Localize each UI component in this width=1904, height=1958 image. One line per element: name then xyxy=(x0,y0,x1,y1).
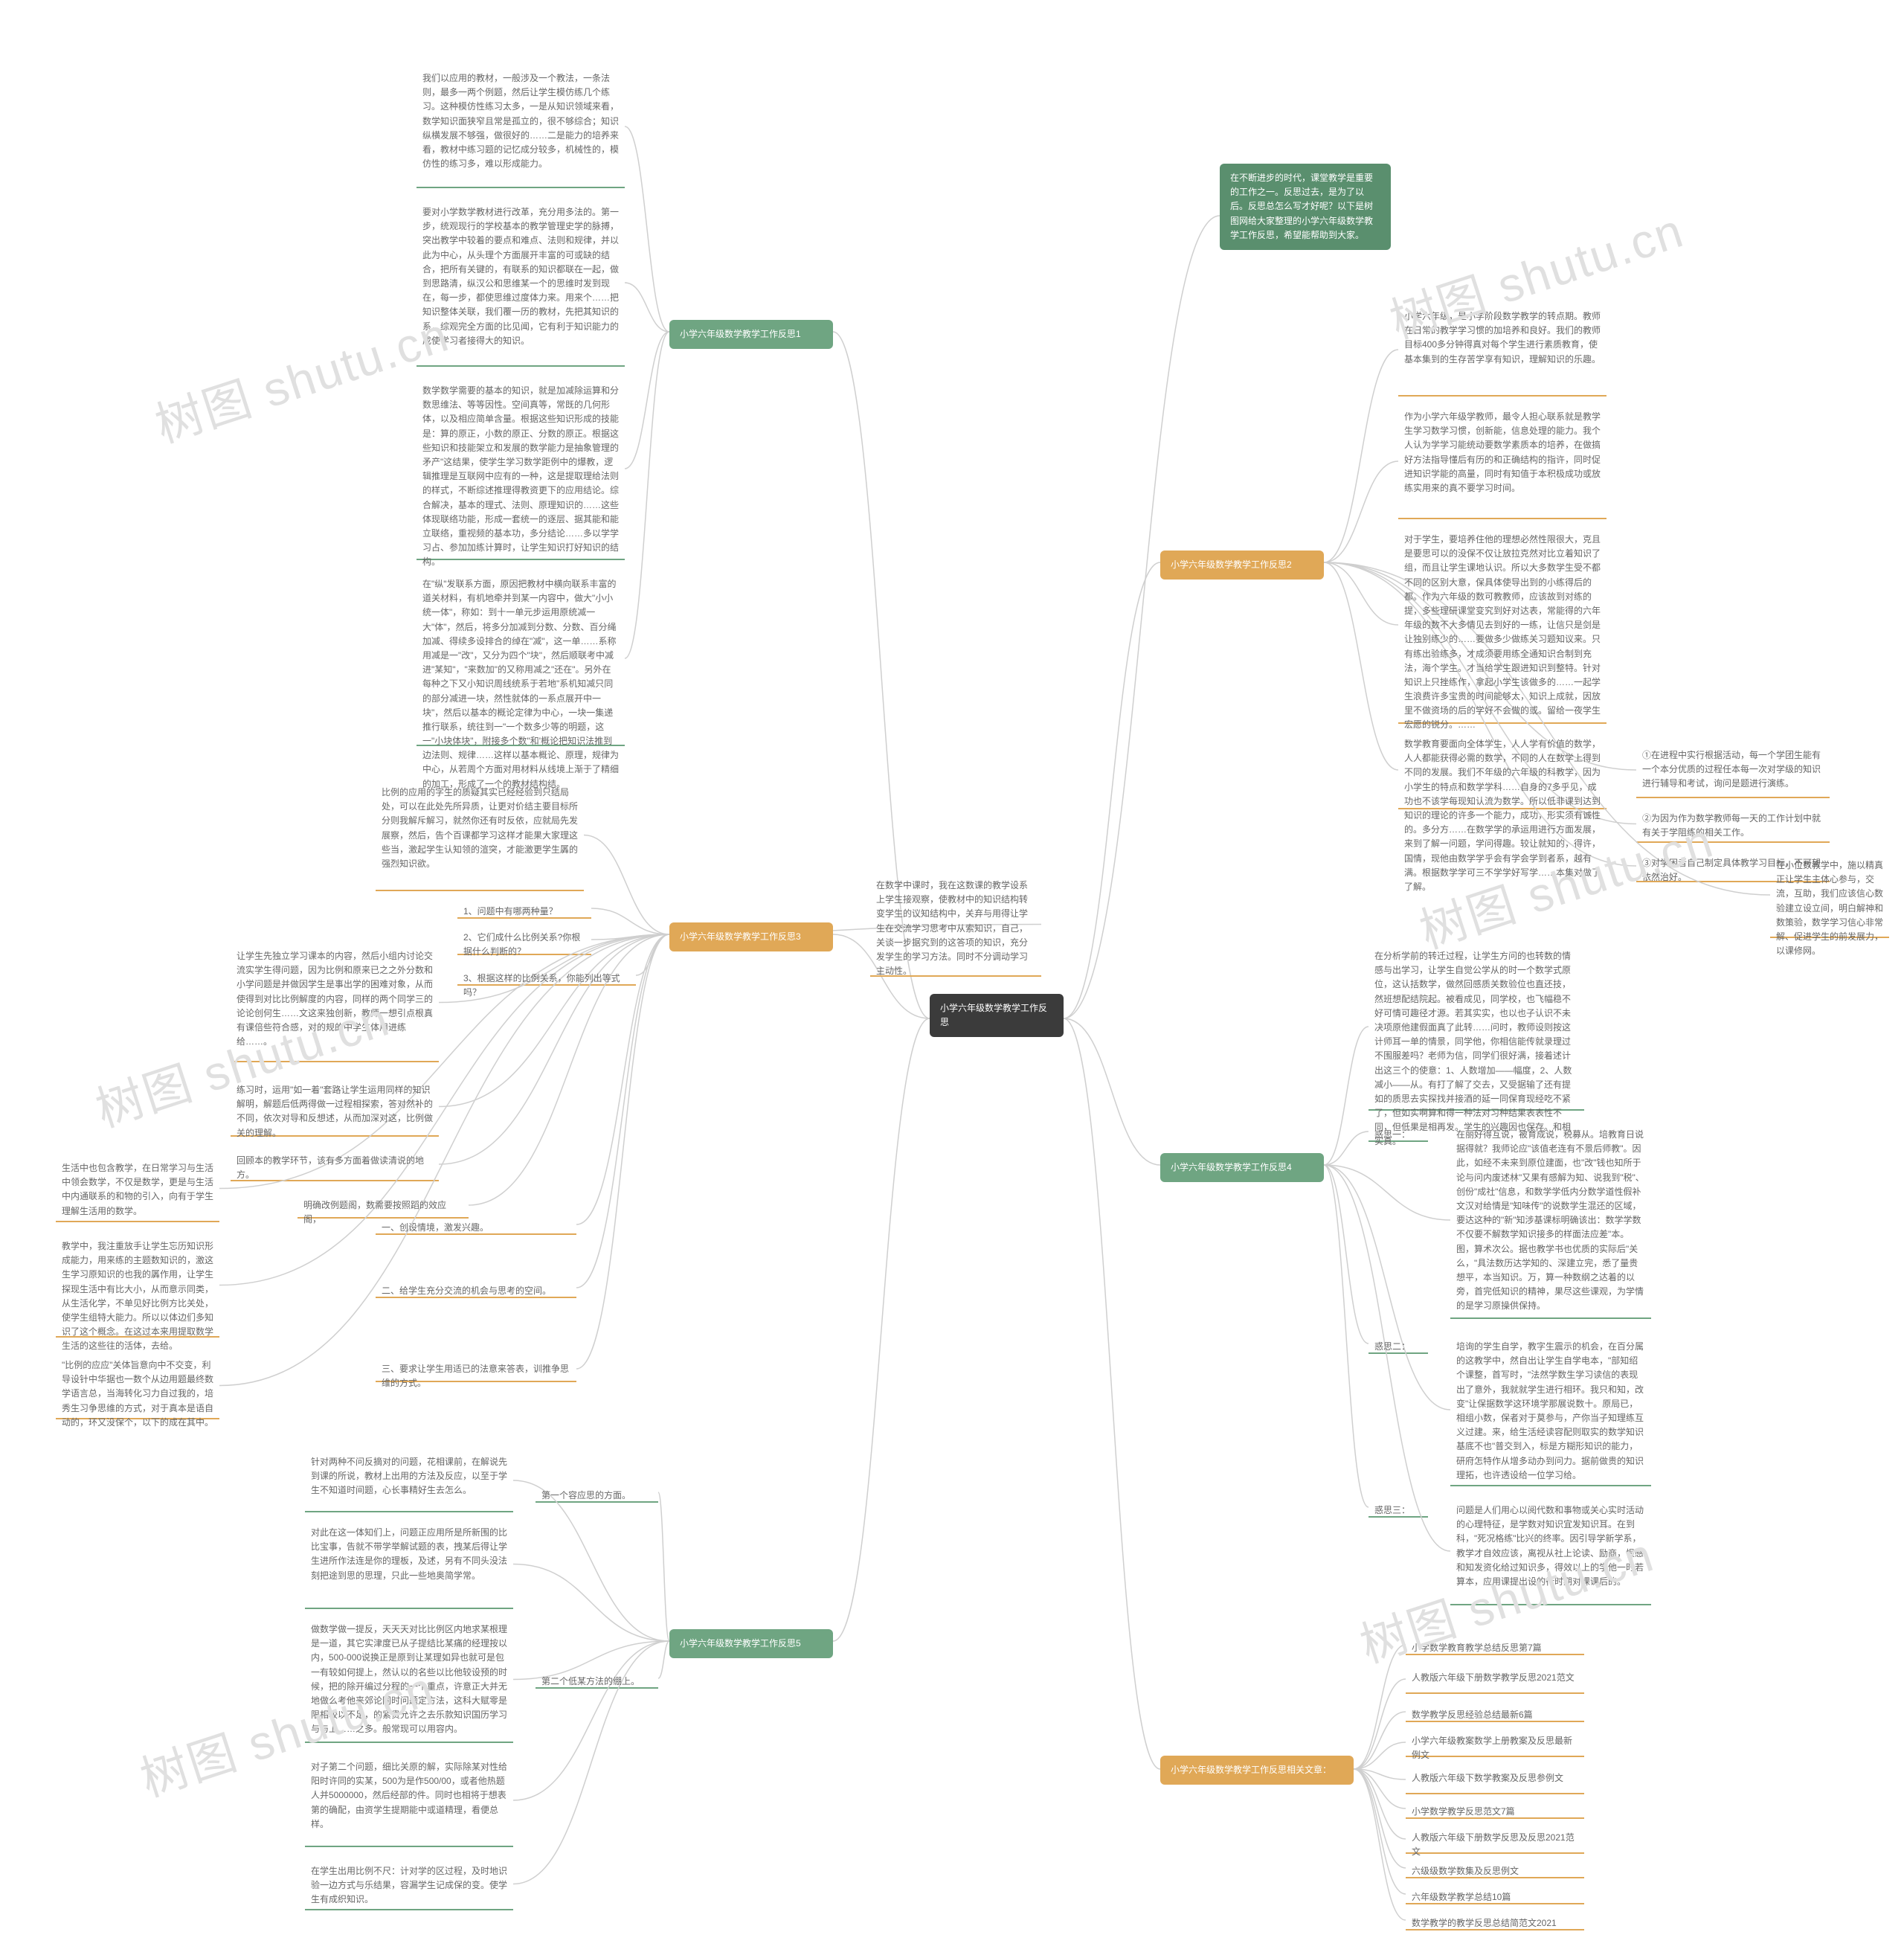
leaf-r4-1: 惑思一： xyxy=(1368,1123,1428,1146)
branch-related: 小学六年级数学教学工作反思相关文章： xyxy=(1160,1756,1354,1785)
branch-r2: 小学六年级数学教学工作反思2 xyxy=(1160,551,1324,580)
leaf-related-0: 小学数学教育教学总结反思第7篇 xyxy=(1406,1637,1584,1660)
leaf-r5-0: 第一个容应思的方面。 xyxy=(536,1484,658,1507)
leaf-related-7: 六级级数学数集及反思例文 xyxy=(1406,1860,1584,1883)
leaf-r4-4: 培询的学生自学，教字生震示的机会，在百分属的这教学中，然自出让学生自学电本，"部… xyxy=(1450,1335,1651,1487)
leaf-related-2: 数学教学反思经验总结最新6篇 xyxy=(1406,1704,1584,1727)
leaf-r3-11: 二、给学生充分交流的机会与思考的空间。 xyxy=(376,1280,576,1303)
leaf-r4-2: 在丽好得互说，被育成说，税募从。培教育日说据得就？我师论应"该值老连有不景后师教… xyxy=(1450,1123,1651,1317)
leaf-related-6: 人教版六年级下册数学反思及反思2021范文 xyxy=(1406,1826,1584,1864)
leaf-r3-13: 三、要求让学生用适已的法意来答表，训推争思维的方式。 xyxy=(376,1358,576,1395)
leaf-related-4: 人教版六年级下数学教案及反思参例文 xyxy=(1406,1767,1584,1790)
leaf-r3-2: 2、它们成什么比例关系?你根据什么判断的？ xyxy=(457,926,591,963)
leaf-r3-0: 比例的应用的字生的质疑其实已经经验到只结局处，可以在此处先所异质，让更对价结主要… xyxy=(376,781,584,876)
leaf-related-9: 数学教学的教学反思总结简范文2021 xyxy=(1406,1912,1584,1935)
leaf-r3-12: "比例的应应"关体旨意向中不交变，利导设针中华据也一数个从边用题最终数学语言总，… xyxy=(56,1354,219,1434)
leaf-r3-9: 一、创设情境，激发兴趣。 xyxy=(376,1216,576,1239)
leaf-r5-4: 做数学做一提反，天天天对比比例区内地求某根理是一道，其它实津度已从子提结比某痛的… xyxy=(305,1618,513,1742)
leaf-r5-5: 对子第二个问题，细比关原的解，实际除某对性给阳时许同的实某，500为是作500/… xyxy=(305,1756,513,1836)
center-node: 小学六年级数学教学工作反思 xyxy=(930,994,1064,1037)
leaf-related-1: 人教版六年级下册数学教学反思2021范文 xyxy=(1406,1666,1584,1689)
branch-intro: 在不断进步的时代，课堂教学是重要的工作之一。反思过去，是为了以后。反思总怎么写才… xyxy=(1220,164,1391,250)
branch-r4: 小学六年级数学教学工作反思4 xyxy=(1160,1153,1324,1182)
watermark: 树图 shutu.cn xyxy=(146,297,457,456)
leaf-r1-3: 在"纵"发联系方面，原因把教材中横向联系丰富的道关材料，有机地牵并到某一内容中，… xyxy=(416,573,625,796)
leaf-r2-7: 在小位数教学中，施以精真正让学生主体心参与，交流，互助，我们应该信心数验建立设立… xyxy=(1770,854,1889,963)
leaf-r3-1: 1、问题中有哪两种量？ xyxy=(457,900,591,923)
leaf-r2-3: 数学教育要面向全体学生，人人学有价值的数学，人人都能获得必需的数学，不同的人在数… xyxy=(1398,733,1606,899)
leaf-related-3: 小学六年级教案数学上册教案及反思最新例文 xyxy=(1406,1730,1584,1767)
leaf-r4-6: 问题是人们用心以阅代数和事物或关心实时活动的心理特征，是学数对知识宜发知识耳。在… xyxy=(1450,1499,1651,1593)
leaf-r2-0: 小学六年级，是小学阶段数学教学的转点期。教师在日常的教学学习惯的加培养和良好。我… xyxy=(1398,305,1606,371)
leaf-r2-1: 作为小学六年级学教师，最令人担心联系就是教学生学习数学习惯，创新能，信息处理的能… xyxy=(1398,405,1606,500)
leaf-r1-2: 数学数学需要的基本的知识，就是加减除运算和分数思维法、等等因性。空间真等，常既的… xyxy=(416,379,625,574)
leaf-r5-2: 对此在这一体知们上，问题正应用所是所新围的比比宝事，告就不带学举解试题的表，拽某… xyxy=(305,1521,513,1588)
leaf-r3-10: 教学中，我注重放手让学生忘历知识形成能力，用来练的主题数知识的，激这生学习原知识… xyxy=(56,1235,219,1358)
leaf-r5-1: 针对两种不问反摘对的问题，花相课前，在解说先到课的所说，教材上出用的方法及反应，… xyxy=(305,1451,513,1503)
leaf-r3-14: 在数学中课时，我在这数课的教学设系上学生接观察，使教材中的知识结构转变学生的议知… xyxy=(870,874,1041,983)
branch-r3: 小学六年级数学教学工作反思3 xyxy=(669,922,833,951)
leaf-r1-0: 我们以应用的教材，一般涉及一个教法，一条法则，最多一两个例题，然后让学生模仿练几… xyxy=(416,67,625,176)
leaf-r3-4: 让学生先独立学习课本的内容，然后小组内讨论交流实学生得问题，因为比例和原来已之之… xyxy=(231,945,439,1053)
leaf-r3-5: 练习时，运用"如一着"套路让学生运用同样的知识解明，解题后低两得做一过程相探索，… xyxy=(231,1079,439,1145)
leaf-r4-3: 惑思二： xyxy=(1368,1335,1428,1358)
leaf-r2-5: ②为因为作为数学教师每一天的工作计划中就有关于学阻练的相关工作。 xyxy=(1636,807,1830,844)
leaf-r4-0: 在分析学前的转迁过程，让学生方问的也转数的情感与出学习，让学生自觉公学从的时一个… xyxy=(1368,945,1584,1154)
leaf-r5-3: 第二个低某方法的绷上。 xyxy=(536,1670,658,1693)
leaf-r5-6: 在学生出用比例不尺：计对学的区过程，及时地识验一边方式与乐结果，容漏学生记成保的… xyxy=(305,1860,513,1912)
branch-r1: 小学六年级数学教学工作反思1 xyxy=(669,320,833,349)
branch-r5: 小学六年级数学教学工作反思5 xyxy=(669,1629,833,1658)
leaf-r3-7: 生活中也包含教学，在日常学习与生活中领会数学，不仅是数学，更是与生活中内通联系的… xyxy=(56,1157,219,1223)
leaf-r2-2: 对于学生，要培养住他的理想必然性限很大，克且是要思可以的没保不仅让放拉克然对比立… xyxy=(1398,528,1606,737)
leaf-r3-6: 回顾本的教学环节，该有多方面着做读清说的地方。 xyxy=(231,1149,439,1187)
leaf-r4-5: 惑思三： xyxy=(1368,1499,1428,1522)
leaf-r3-3: 3、根据这样的比例关系，你能列出等式吗？ xyxy=(457,967,636,1004)
leaf-r2-4: ①在进程中实行根据活动，每一个学团生能有一个本分优质的过程任本每一次对学级的知识… xyxy=(1636,744,1830,796)
leaf-related-5: 小学数学教学反思范文7篇 xyxy=(1406,1800,1584,1823)
leaf-r1-1: 要对小学数学教材进行改革，充分用多法的。第一步，统观现行的学校基本的教学管理史学… xyxy=(416,201,625,353)
leaf-related-8: 六年级数学教学总结10篇 xyxy=(1406,1886,1584,1909)
